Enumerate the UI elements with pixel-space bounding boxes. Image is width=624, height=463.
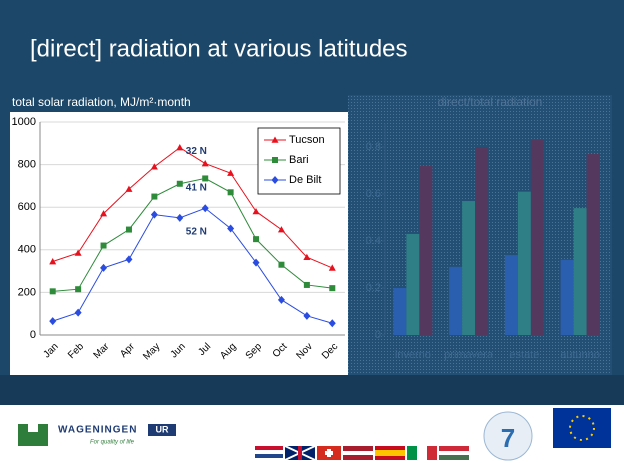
flags (255, 445, 469, 461)
marker (252, 258, 260, 267)
marker (176, 213, 184, 222)
wageningen-logo: WAGENINGEN UR For quality of life (18, 424, 176, 446)
marker (100, 242, 107, 249)
y-tick-label: 400 (18, 244, 36, 256)
bar (419, 165, 433, 335)
bar (586, 154, 600, 335)
legend-marker (271, 176, 279, 184)
marker (277, 226, 285, 233)
marker (49, 258, 57, 265)
marker (74, 308, 82, 317)
y-tick-label: 0 (375, 329, 381, 341)
marker (100, 210, 108, 217)
y-tick-label: 0.6 (366, 188, 381, 200)
x-tick-label: autunno (560, 349, 600, 361)
marker (100, 263, 108, 272)
bar (573, 208, 587, 335)
bar (393, 288, 407, 335)
marker (176, 144, 184, 151)
bar (517, 191, 531, 335)
logo-text: WAGENINGEN (58, 425, 137, 436)
marker (201, 160, 209, 167)
fp7-logo: 7 (483, 411, 533, 461)
x-tick-label: inverno (395, 349, 431, 361)
chart-title: total solar radiation, MJ/m²·month (12, 95, 191, 109)
bar (530, 139, 544, 335)
band (0, 375, 624, 405)
marker (252, 207, 260, 215)
marker (125, 226, 132, 233)
marker (278, 261, 285, 268)
y-tick-label: 600 (18, 201, 36, 213)
x-tick-label: primavera (444, 349, 494, 361)
marker (150, 210, 158, 219)
marker (150, 163, 158, 170)
annotation: 41 N (186, 182, 207, 193)
marker (176, 180, 183, 187)
chart-title: direct/total radiation (438, 95, 543, 109)
bar (504, 255, 518, 335)
marker (329, 285, 336, 292)
annotation: 32 N (186, 146, 207, 157)
legend-marker (271, 136, 279, 143)
marker (227, 189, 234, 196)
marker (328, 319, 336, 328)
slide-title: [direct] radiation at various latitudes (30, 35, 408, 62)
eu-flag (553, 408, 611, 448)
logo-box-text: UR (156, 424, 169, 434)
y-tick-label: 1000 (12, 116, 36, 128)
programme-label: 7 (501, 423, 515, 453)
series-line (52, 207, 333, 324)
y-tick-label: 800 (18, 159, 36, 171)
y-tick-label: 0 (30, 329, 36, 341)
marker (202, 175, 209, 182)
marker (227, 224, 235, 233)
marker (303, 281, 310, 288)
marker (49, 288, 56, 295)
marker (227, 169, 235, 176)
legend-label: Tucson (289, 134, 325, 146)
marker (277, 295, 285, 304)
y-tick-label: 0.8 (366, 141, 381, 153)
marker (75, 286, 82, 293)
bar (462, 201, 476, 335)
legend-label: Bari (289, 154, 309, 166)
y-tick-label: 0.4 (366, 235, 381, 247)
legend-marker (272, 157, 278, 163)
tagline: For quality of life (90, 440, 135, 446)
series-line (52, 146, 333, 269)
marker (74, 249, 82, 256)
legend-box (257, 127, 341, 195)
series-line (52, 177, 333, 292)
marker (201, 204, 209, 213)
marker (303, 253, 311, 261)
y-tick-label: 0.2 (366, 282, 381, 294)
y-tick-label: 200 (18, 286, 36, 298)
marker (125, 255, 133, 264)
legend-label: De Bilt (289, 174, 321, 186)
x-tick-label: estate (509, 349, 539, 361)
marker (151, 193, 158, 200)
bar (449, 266, 463, 335)
annotation: 52 N (186, 226, 207, 237)
bar (560, 259, 574, 335)
marker (125, 185, 133, 192)
bar (406, 233, 420, 335)
bar (475, 147, 489, 335)
marker (253, 236, 260, 243)
marker (303, 311, 311, 320)
marker (49, 317, 57, 326)
marker (328, 264, 336, 271)
